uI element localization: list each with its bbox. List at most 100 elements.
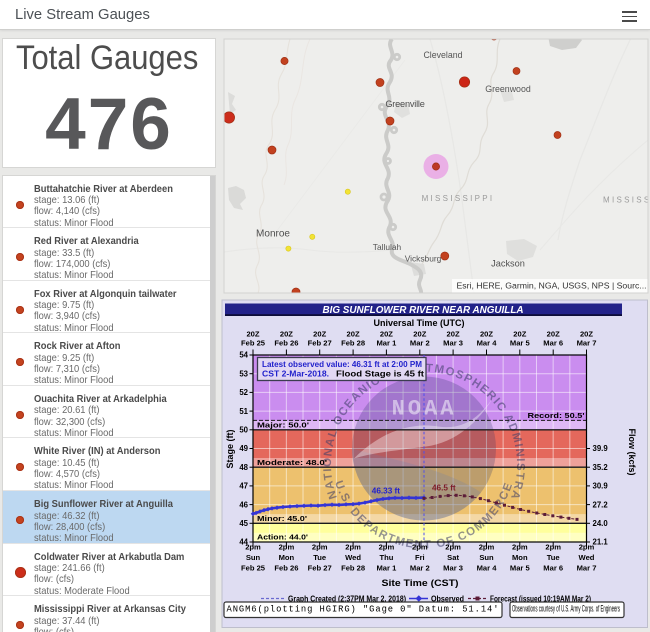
svg-text:Graph Created (2:37PM Mar 2, 2: Graph Created (2:37PM Mar 2, 2018): [288, 595, 406, 604]
svg-text:Observed: Observed: [431, 595, 464, 604]
svg-text:Mar 1: Mar 1: [376, 339, 397, 348]
svg-text:MISSISSIPPI: MISSISSIPPI: [422, 194, 495, 203]
svg-text:54: 54: [239, 351, 248, 360]
svg-text:39.9: 39.9: [593, 444, 609, 453]
svg-text:2pm: 2pm: [345, 543, 361, 552]
svg-text:Mar 7: Mar 7: [577, 564, 597, 573]
svg-text:20Z: 20Z: [413, 330, 426, 339]
svg-text:50: 50: [239, 426, 248, 435]
svg-text:2pm: 2pm: [279, 543, 295, 552]
svg-text:2pm: 2pm: [512, 543, 528, 552]
svg-text:Esri, HERE, Garmin, NGA, USGS,: Esri, HERE, Garmin, NGA, USGS, NPS | Sou…: [457, 281, 647, 291]
svg-text:48: 48: [239, 463, 248, 472]
svg-text:20Z: 20Z: [246, 330, 259, 339]
svg-text:Feb 27: Feb 27: [308, 564, 332, 573]
svg-text:Tallulah: Tallulah: [373, 242, 402, 252]
svg-text:MISSISS: MISSISS: [603, 196, 650, 205]
svg-text:2pm: 2pm: [312, 543, 328, 552]
svg-text:Mar 5: Mar 5: [510, 339, 531, 348]
svg-text:30.9: 30.9: [593, 482, 609, 491]
svg-text:Mar 6: Mar 6: [543, 339, 563, 348]
svg-text:Mar 4: Mar 4: [477, 339, 498, 348]
svg-text:Site Time (CST): Site Time (CST): [382, 578, 459, 588]
svg-text:49: 49: [239, 444, 248, 453]
svg-text:BIG SUNFLOWER RIVER NEAR ANGUI: BIG SUNFLOWER RIVER NEAR ANGUILLA: [323, 305, 524, 316]
svg-text:47: 47: [239, 482, 248, 491]
svg-text:Forecast (issued 10:19AM Mar 2: Forecast (issued 10:19AM Mar 2): [490, 595, 591, 604]
svg-text:24.0: 24.0: [593, 519, 609, 528]
svg-text:35.2: 35.2: [593, 463, 609, 472]
svg-text:Mon: Mon: [279, 553, 295, 562]
svg-text:20Z: 20Z: [480, 330, 493, 339]
svg-text:Monroe: Monroe: [256, 229, 290, 240]
svg-text:20Z: 20Z: [513, 330, 526, 339]
svg-text:Moderate: 48.0': Moderate: 48.0': [257, 458, 327, 467]
svg-text:Feb 28: Feb 28: [341, 564, 365, 573]
svg-text:21.1: 21.1: [593, 538, 609, 547]
svg-text:Mar 2: Mar 2: [410, 339, 430, 348]
svg-text:Universal Time (UTC): Universal Time (UTC): [374, 318, 465, 329]
svg-text:Sat: Sat: [447, 553, 459, 562]
svg-text:2pm: 2pm: [245, 543, 261, 552]
svg-text:Mar 4: Mar 4: [477, 564, 498, 573]
svg-text:Stage (ft): Stage (ft): [225, 430, 235, 469]
svg-text:NOAA: NOAA: [392, 397, 457, 422]
svg-text:Mar 3: Mar 3: [443, 564, 463, 573]
svg-text:2pm: 2pm: [545, 543, 561, 552]
svg-text:44: 44: [239, 538, 248, 547]
svg-text:Action: 44.0': Action: 44.0': [257, 533, 308, 542]
svg-text:Feb 25: Feb 25: [241, 564, 266, 573]
svg-text:46.5 ft: 46.5 ft: [432, 484, 456, 493]
svg-text:Feb 26: Feb 26: [274, 564, 298, 573]
svg-text:52: 52: [239, 388, 248, 397]
svg-text:Sun: Sun: [479, 553, 494, 562]
svg-text:20Z: 20Z: [547, 330, 560, 339]
svg-text:Flow (kcfs): Flow (kcfs): [627, 428, 637, 475]
svg-text:20Z: 20Z: [347, 330, 360, 339]
svg-text:Mon: Mon: [512, 553, 528, 562]
svg-text:Thu: Thu: [379, 553, 393, 562]
svg-text:20Z: 20Z: [580, 330, 593, 339]
svg-text:Feb 27: Feb 27: [308, 339, 332, 348]
svg-text:2pm: 2pm: [579, 543, 595, 552]
svg-text:46: 46: [239, 500, 248, 509]
svg-text:CST 2-Mar-2018.: CST 2-Mar-2018.: [262, 370, 329, 379]
svg-text:Record: 50.5': Record: 50.5': [528, 411, 585, 420]
svg-text:Observations courtesy of U.S.: Observations courtesy of U.S. Army Corps…: [512, 604, 620, 614]
svg-text:Cleveland: Cleveland: [423, 50, 462, 60]
svg-text:Minor: 45.0': Minor: 45.0': [257, 514, 307, 523]
svg-text:ANGM6(plotting HGIRG) "Gage 0": ANGM6(plotting HGIRG) "Gage 0" Datum: 51…: [227, 605, 499, 615]
svg-text:Flood Stage is 45 ft: Flood Stage is 45 ft: [336, 370, 424, 379]
svg-text:2pm: 2pm: [479, 543, 495, 552]
svg-text:2pm: 2pm: [412, 543, 428, 552]
svg-text:Wed: Wed: [345, 553, 361, 562]
svg-text:Feb 28: Feb 28: [341, 339, 365, 348]
svg-text:Mar 2: Mar 2: [410, 564, 430, 573]
svg-text:Tue: Tue: [313, 553, 326, 562]
svg-text:Fri: Fri: [415, 553, 425, 562]
svg-text:51: 51: [239, 407, 248, 416]
svg-text:Greenville: Greenville: [385, 99, 424, 109]
svg-text:Greenwood: Greenwood: [485, 84, 531, 94]
svg-text:20Z: 20Z: [447, 330, 460, 339]
svg-text:2pm: 2pm: [379, 543, 395, 552]
svg-text:Feb 25: Feb 25: [241, 339, 266, 348]
svg-text:Mar 7: Mar 7: [577, 339, 597, 348]
svg-text:20Z: 20Z: [380, 330, 393, 339]
svg-text:Jackson: Jackson: [491, 259, 525, 269]
svg-text:Vicksburg: Vicksburg: [405, 254, 442, 264]
svg-text:2pm: 2pm: [445, 543, 461, 552]
svg-text:45: 45: [239, 519, 248, 528]
svg-text:Mar 3: Mar 3: [443, 339, 463, 348]
svg-text:Feb 26: Feb 26: [274, 339, 298, 348]
svg-text:Wed: Wed: [579, 553, 595, 562]
svg-text:Sun: Sun: [246, 553, 261, 562]
svg-text:Tue: Tue: [547, 553, 560, 562]
svg-text:53: 53: [239, 369, 248, 378]
svg-text:Latest observed value: 46.31: Latest observed value: 46.31 ft at 2:00 …: [262, 360, 422, 369]
svg-text:27.2: 27.2: [593, 500, 609, 509]
svg-text:20Z: 20Z: [313, 330, 326, 339]
svg-text:Major: 50.0': Major: 50.0': [257, 420, 309, 429]
svg-text:Mar 5: Mar 5: [510, 564, 531, 573]
svg-text:20Z: 20Z: [280, 330, 293, 339]
